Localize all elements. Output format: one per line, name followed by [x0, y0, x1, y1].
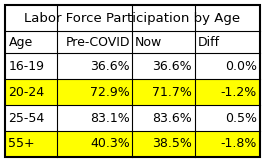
- Bar: [5, 105, 260, 131]
- Text: -1.2%: -1.2%: [221, 86, 257, 99]
- Text: -1.8%: -1.8%: [221, 137, 257, 150]
- Bar: [5, 131, 260, 157]
- Text: Age: Age: [8, 36, 33, 49]
- Text: Diff: Diff: [197, 36, 220, 49]
- Text: 0.0%: 0.0%: [225, 60, 257, 73]
- Text: 0.5%: 0.5%: [225, 112, 257, 124]
- Bar: [5, 79, 260, 105]
- Text: 25-54: 25-54: [8, 112, 45, 124]
- Text: Pre-COVID: Pre-COVID: [65, 36, 130, 49]
- Text: 36.6%: 36.6%: [153, 60, 192, 73]
- Text: 83.1%: 83.1%: [90, 112, 130, 124]
- Text: 16-19: 16-19: [8, 60, 45, 73]
- Text: 72.9%: 72.9%: [90, 86, 130, 99]
- Bar: [5, 5, 260, 31]
- Text: 38.5%: 38.5%: [152, 137, 192, 150]
- Text: 83.6%: 83.6%: [152, 112, 192, 124]
- Text: 20-24: 20-24: [8, 86, 45, 99]
- Text: 40.3%: 40.3%: [90, 137, 130, 150]
- Text: Now: Now: [135, 36, 162, 49]
- Bar: [5, 31, 260, 53]
- Text: 55+: 55+: [8, 137, 35, 150]
- Text: Labor Force Participation by Age: Labor Force Participation by Age: [24, 12, 241, 25]
- Text: 36.6%: 36.6%: [90, 60, 130, 73]
- Bar: [5, 53, 260, 79]
- Text: 71.7%: 71.7%: [152, 86, 192, 99]
